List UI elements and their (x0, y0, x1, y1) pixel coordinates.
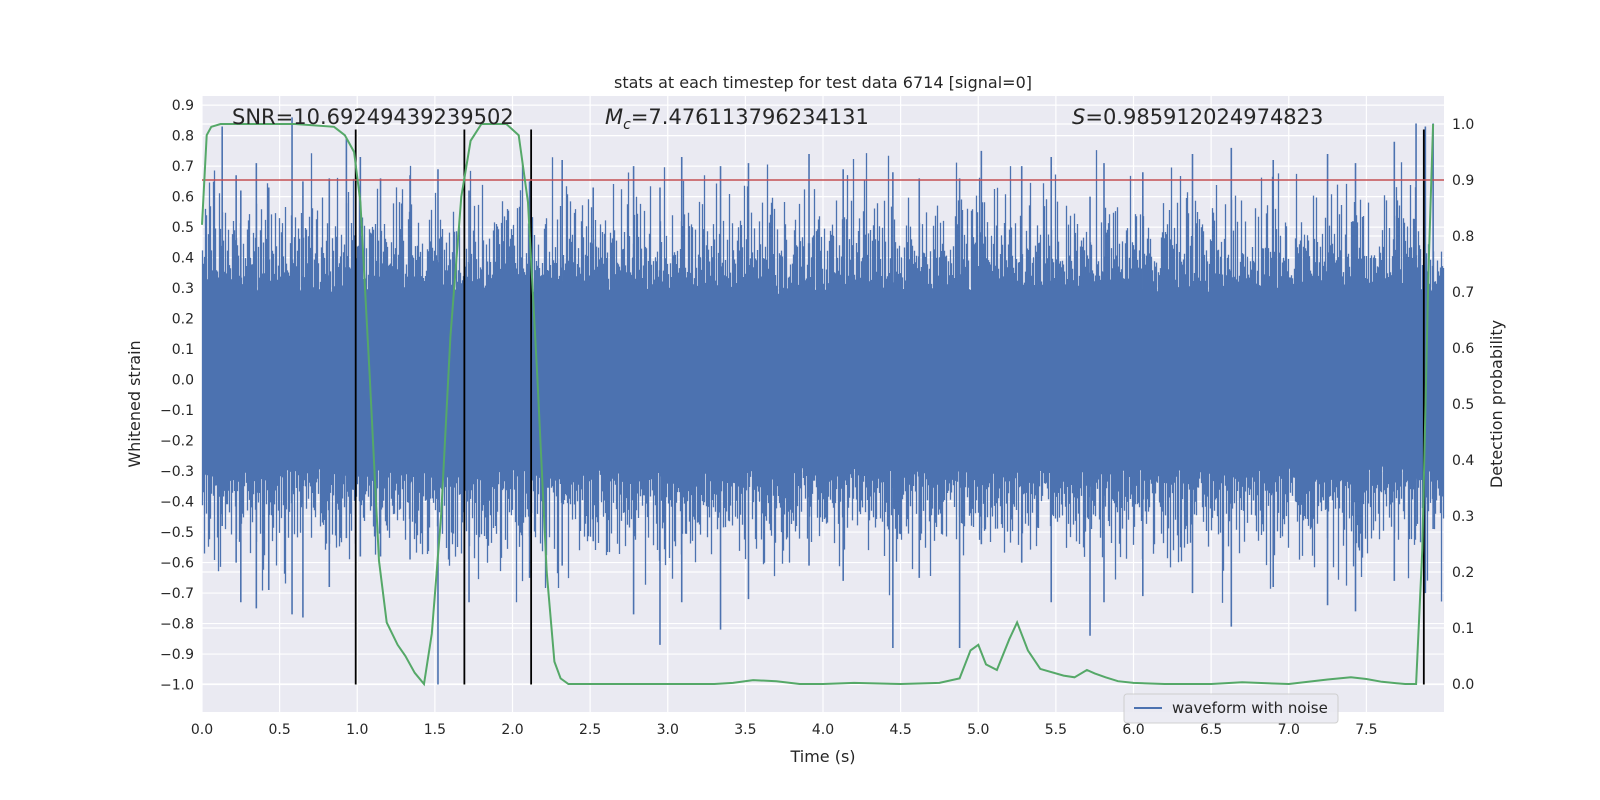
x-tick-label: 2.0 (501, 722, 523, 738)
legend-entry-waveform: waveform with noise (1172, 699, 1328, 717)
x-tick-label: 6.0 (1122, 722, 1144, 738)
x-tick-label: 1.5 (424, 722, 446, 738)
x-tick-label: 7.0 (1278, 722, 1300, 738)
chirp-mass-symbol: M (605, 105, 623, 129)
probability-series (201, 123, 1435, 687)
y-tick-label: 0.4 (172, 251, 194, 267)
chirp-mass-subscript: c (623, 117, 631, 133)
y-tick-label: 0.1 (172, 342, 194, 358)
x-tick-labels: 0.0 0.5 1.0 1.5 2.0 2.5 3.0 3.5 4.0 4.5 5.0 5.5 6.0 6… (191, 722, 1378, 738)
y-tick-label: 0.7 (172, 159, 194, 175)
chirp-mass-annotation: Mc=7.476113796234131 (605, 105, 869, 133)
y-tick-labels: 0.9 0.8 0.7 0.6 0.5 0.4 0.3 0.2 0.1 0.0 −0.1 −0.2 −0… (160, 98, 194, 693)
legend: waveform with noise (1123, 693, 1339, 724)
y-tick-label: −1.0 (160, 678, 194, 694)
y2-tick-label: 0.4 (1452, 453, 1474, 469)
chart-title: stats at each timestep for test data 671… (614, 73, 1032, 92)
y-axis-label: Whitened strain (125, 340, 144, 467)
y-tick-label: 0.9 (172, 98, 194, 114)
detection-marker-lines (354, 129, 1425, 685)
x-tick-label: 5.5 (1045, 722, 1067, 738)
y-tick-label: 0.2 (172, 312, 194, 328)
y-tick-label: −0.7 (160, 586, 194, 602)
y-tick-label: −0.6 (160, 556, 194, 572)
y-tick-label: 0.0 (172, 373, 194, 389)
y2-tick-label: 0.1 (1452, 621, 1474, 637)
y-tick-label: −0.4 (160, 495, 194, 511)
x-tick-label: 2.5 (579, 722, 601, 738)
y2-tick-label: 0.9 (1452, 173, 1474, 189)
y-tick-label: −0.8 (160, 617, 194, 633)
s-value: =0.985912024974823 (1085, 105, 1323, 129)
x-axis-label: Time (s) (789, 747, 855, 766)
s-annotation: S=0.985912024974823 (1072, 105, 1323, 129)
y2-tick-label: 0.5 (1452, 397, 1474, 413)
x-tick-label: 0.0 (191, 722, 213, 738)
y-tick-label: 0.6 (172, 190, 194, 206)
s-symbol: S (1072, 105, 1085, 129)
y2-axis-label: Detection probability (1487, 320, 1506, 488)
y2-tick-labels: 1.0 0.9 0.8 0.7 0.6 0.5 0.4 0.3 0.2 0.1 0.0 (1452, 117, 1474, 693)
snr-annotation: SNR=10.69249439239502 (232, 105, 514, 129)
x-tick-label: 4.5 (889, 722, 911, 738)
y2-tick-label: 1.0 (1452, 117, 1474, 133)
x-tick-label: 1.0 (346, 722, 368, 738)
legend-box (1123, 693, 1339, 724)
x-tick-label: 3.0 (657, 722, 679, 738)
x-tick-label: 0.5 (268, 722, 290, 738)
x-tick-label: 7.5 (1355, 722, 1377, 738)
y-tick-label: −0.1 (160, 403, 194, 419)
chirp-mass-value: =7.476113796234131 (631, 105, 869, 129)
y-tick-label: 0.5 (172, 220, 194, 236)
y-tick-label: −0.5 (160, 525, 194, 541)
x-tick-label: 5.0 (967, 722, 989, 738)
y2-tick-label: 0.8 (1452, 229, 1474, 245)
y2-tick-label: 0.3 (1452, 509, 1474, 525)
x-tick-label: 3.5 (734, 722, 756, 738)
y2-tick-label: 0.7 (1452, 285, 1474, 301)
y-tick-label: −0.3 (160, 464, 194, 480)
y2-tick-label: 0.0 (1452, 677, 1474, 693)
y-tick-label: −0.2 (160, 434, 194, 450)
y-tick-label: −0.9 (160, 647, 194, 663)
y2-tick-label: 0.2 (1452, 565, 1474, 581)
y2-tick-label: 0.6 (1452, 341, 1474, 357)
y-tick-label: 0.3 (172, 281, 194, 297)
y-tick-label: 0.8 (172, 129, 194, 145)
x-tick-label: 4.0 (812, 722, 834, 738)
x-tick-label: 6.5 (1200, 722, 1222, 738)
